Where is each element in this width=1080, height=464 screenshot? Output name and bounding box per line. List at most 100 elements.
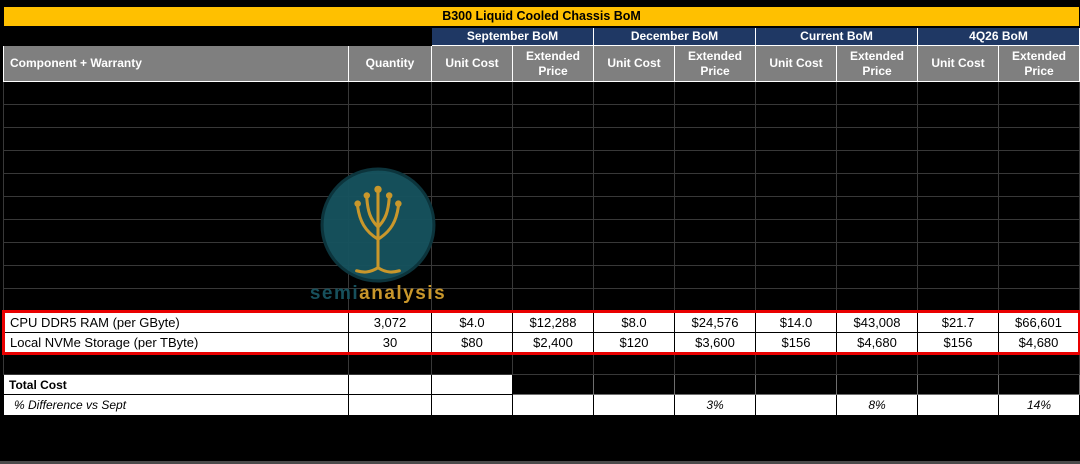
redacted-cell — [348, 81, 432, 105]
redacted-cell — [674, 265, 756, 289]
header-extended-price-current: Extended Price — [836, 45, 918, 82]
redacted-cell — [997, 219, 1080, 243]
total-redacted-cell — [674, 374, 756, 395]
redacted-cell — [674, 242, 756, 266]
redacted-cell — [3, 219, 349, 243]
redacted-cell — [997, 150, 1080, 174]
extended-price-cell: $4,680 — [997, 332, 1080, 355]
header-unit-cost-4q26: Unit Cost — [917, 45, 999, 82]
redacted-cell — [3, 288, 349, 312]
redacted-cell — [674, 173, 756, 197]
redacted-cell — [917, 288, 999, 312]
diff-empty-cell — [431, 394, 513, 416]
redacted-cell — [512, 288, 594, 312]
redacted-cell — [836, 219, 918, 243]
redacted-cell — [512, 81, 594, 105]
redacted-cell — [674, 104, 756, 128]
redacted-cell — [917, 104, 999, 128]
redacted-cell — [593, 104, 675, 128]
total-redacted-cell — [512, 374, 594, 395]
redacted-cell — [593, 81, 675, 105]
redacted-cell — [674, 219, 756, 243]
redacted-cell — [593, 173, 675, 197]
unit-cost-cell: $156 — [755, 332, 837, 355]
redacted-row — [3, 219, 1080, 243]
redacted-cell — [431, 173, 513, 197]
redacted-cell — [512, 219, 594, 243]
redacted-cell — [431, 81, 513, 105]
redacted-cell — [512, 173, 594, 197]
redacted-cell — [593, 196, 675, 220]
redacted-cell — [431, 150, 513, 174]
redacted-cell — [674, 127, 756, 151]
redacted-cell — [917, 173, 999, 197]
redacted-cell — [431, 196, 513, 220]
diff-december-cell: 3% — [674, 394, 756, 416]
redacted-cell — [997, 173, 1080, 197]
redacted-cell — [917, 219, 999, 243]
redacted-cell — [836, 196, 918, 220]
redacted-cell — [431, 265, 513, 289]
redacted-cell — [755, 242, 837, 266]
table-main: CPU DDR5 RAM (per GByte) 3,072 $4.0 $12,… — [2, 310, 1080, 416]
redacted-cell — [917, 196, 999, 220]
extended-price-cell: $4,680 — [836, 332, 918, 355]
redacted-row — [3, 173, 1080, 197]
diff-empty-cell — [348, 394, 432, 416]
redacted-row — [3, 150, 1080, 174]
redacted-cell — [348, 219, 432, 243]
redacted-cell — [512, 265, 594, 289]
redacted-cell — [593, 353, 675, 375]
spacer-row — [3, 353, 1080, 375]
redacted-cell — [997, 242, 1080, 266]
redacted-cell — [755, 288, 837, 312]
percent-difference-row: % Difference vs Sept 3% 8% 14% — [3, 394, 1080, 416]
redacted-cell — [674, 288, 756, 312]
total-redacted-cell — [997, 374, 1080, 395]
redacted-cell — [3, 265, 349, 289]
redacted-cell — [917, 150, 999, 174]
redacted-row — [3, 104, 1080, 128]
header-quantity: Quantity — [348, 45, 432, 82]
table-title: B300 Liquid Cooled Chassis BoM — [2, 6, 1080, 28]
header-extended-price-dec: Extended Price — [674, 45, 756, 82]
header-unit-cost-sept: Unit Cost — [431, 45, 513, 82]
table-row-nvme-storage: Local NVMe Storage (per TByte) 30 $80 $2… — [2, 332, 1080, 355]
redacted-cell — [674, 196, 756, 220]
redacted-cell — [674, 150, 756, 174]
diff-sept-cell — [512, 394, 594, 416]
redacted-cell — [512, 242, 594, 266]
redacted-cell — [3, 104, 349, 128]
unit-cost-cell: $14.0 — [755, 310, 837, 333]
header-extended-price-4q26: Extended Price — [997, 45, 1080, 82]
redacted-cell — [348, 104, 432, 128]
redacted-cell — [3, 242, 349, 266]
redacted-cell — [593, 127, 675, 151]
quantity-cell: 30 — [348, 332, 432, 355]
redacted-cell — [431, 288, 513, 312]
redacted-cell — [348, 288, 432, 312]
redacted-cell — [917, 81, 999, 105]
extended-price-cell: $12,288 — [512, 310, 594, 333]
redacted-cell — [512, 353, 594, 375]
percent-difference-label: % Difference vs Sept — [3, 394, 349, 416]
redacted-cell — [512, 196, 594, 220]
redacted-row — [3, 242, 1080, 266]
redacted-cell — [755, 353, 837, 375]
redacted-cell — [431, 127, 513, 151]
redacted-cell — [512, 150, 594, 174]
redacted-cell — [348, 150, 432, 174]
redacted-cell — [674, 353, 756, 375]
redacted-cell — [755, 265, 837, 289]
diff-empty-cell — [917, 394, 999, 416]
column-header-row: Component + Warranty Quantity Unit Cost … — [3, 45, 1080, 82]
component-cell: CPU DDR5 RAM (per GByte) — [2, 310, 349, 333]
redacted-cell — [593, 265, 675, 289]
group-header-row: September BoM December BoM Current BoM 4… — [3, 26, 1080, 46]
redacted-cell — [512, 104, 594, 128]
redacted-cell — [836, 265, 918, 289]
redacted-cell — [3, 196, 349, 220]
total-redacted-cell — [917, 374, 999, 395]
redacted-row — [3, 196, 1080, 220]
group-header-current: Current BoM — [755, 26, 918, 46]
